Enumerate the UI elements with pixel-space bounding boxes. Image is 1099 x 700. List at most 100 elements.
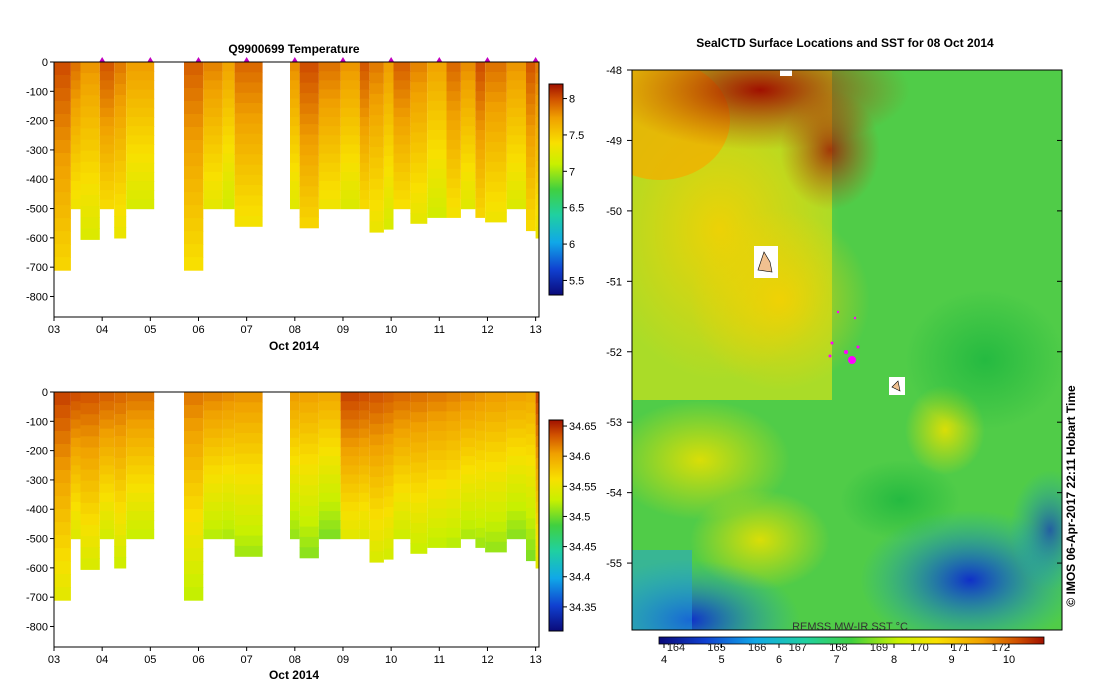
profile-cell [299, 464, 319, 476]
profile-cell [340, 511, 360, 521]
lat-tick-label: -48 [606, 65, 622, 77]
profile-cell [299, 505, 319, 517]
profile-cell [234, 62, 263, 73]
profile-cell [234, 504, 263, 516]
profile-cell [446, 479, 461, 490]
profile-cell [126, 117, 155, 127]
profile-cell [506, 392, 526, 402]
profile-cell [446, 100, 461, 112]
profile-cell [427, 411, 447, 422]
profile-cell [54, 218, 71, 232]
profile-cell [80, 172, 100, 185]
profile-cell [410, 142, 428, 154]
profile-cell [359, 190, 370, 200]
profile-cell [70, 135, 81, 146]
profile-cell [70, 162, 81, 173]
lat-tick-label: -52 [606, 347, 622, 359]
profile-cell [70, 529, 81, 540]
profile-cell [535, 193, 539, 206]
profile-cell [234, 205, 263, 217]
profile-cell [80, 117, 100, 130]
profile-cell [461, 447, 476, 457]
x-tick-label: 12 [481, 654, 493, 666]
profile-cell [290, 190, 300, 200]
profile-cell [184, 574, 204, 588]
profile-cell [383, 62, 394, 73]
profile-cell [222, 428, 235, 439]
profile-cell [70, 410, 81, 421]
profile-cell [222, 62, 235, 72]
profile-cell [234, 133, 263, 145]
profile-cell [222, 483, 235, 494]
profile-cell [475, 120, 485, 131]
profile-cell [383, 208, 394, 220]
profile-cell [475, 81, 485, 92]
y-tick-label: -600 [26, 233, 48, 245]
profile-cell [290, 410, 300, 421]
profile-cell [446, 450, 461, 461]
profile-cell [359, 98, 370, 109]
profile-cell [410, 213, 428, 224]
profile-cell [427, 489, 447, 500]
profile-cell [485, 211, 507, 223]
profile-cell [526, 114, 536, 126]
profile-cell [318, 80, 341, 91]
profile-cell [340, 520, 360, 530]
profile-cell [54, 192, 71, 206]
profile-cell [318, 419, 341, 430]
profile-cell [535, 160, 539, 173]
profile-cell [383, 433, 394, 445]
profile-cell [526, 83, 536, 95]
x-tick-label: 04 [96, 324, 108, 336]
sst-celsius-tick-label: 6 [776, 654, 782, 666]
colorbar-tick-label: 34.35 [569, 602, 597, 614]
lat-tick-label: -54 [606, 488, 622, 500]
profile-cell [485, 402, 507, 413]
profile-cell [203, 117, 223, 127]
lat-tick-label: -53 [606, 417, 622, 429]
profile-cell [318, 529, 341, 540]
profile-cell [410, 92, 428, 103]
profile-cell [535, 215, 539, 228]
profile-cell [80, 139, 100, 152]
profile-cell [526, 72, 536, 84]
profile-cell [299, 62, 319, 73]
profile-cell [80, 469, 100, 482]
temperature-y-ticks: 0 -100 -200 -300 -400 -500 -600 -700 -800 [26, 57, 54, 303]
profile-cell [383, 423, 394, 435]
profile-cell [446, 508, 461, 519]
sst-longitude-tick-label: 169 [870, 642, 888, 654]
profile-cell [340, 62, 360, 72]
profile-cell [234, 422, 263, 434]
profile-cell [222, 89, 235, 100]
profile-cell [299, 217, 319, 229]
profile-marker [532, 57, 539, 62]
profile-cell [427, 421, 447, 432]
profile-cell [54, 179, 71, 193]
profile-cell [184, 244, 204, 258]
profile-cell [340, 410, 360, 421]
profile-markers [99, 57, 539, 62]
profile-cell [369, 83, 384, 95]
profile-cell [299, 113, 319, 125]
profile-cell [475, 159, 485, 170]
profile-cell [461, 501, 476, 512]
profile-cell [80, 447, 100, 460]
profile-cell [485, 111, 507, 123]
profile-cell [526, 209, 536, 221]
profile-cell [359, 144, 370, 155]
colorbar-tick-label: 34.55 [569, 481, 597, 493]
profile-cell [475, 197, 485, 209]
profile-cell [290, 428, 300, 439]
profile-cell [54, 88, 71, 102]
profile-cell [526, 476, 536, 488]
salinity-y-ticks: 0 -100 -200 -300 -400 -500 -600 -700 -800 [26, 387, 54, 633]
profile-cell [318, 181, 341, 191]
profile-cell [506, 401, 526, 411]
profile-cell [526, 423, 536, 435]
profile-cell [427, 149, 447, 160]
profile-cell [222, 529, 235, 540]
profile-cell [126, 501, 155, 512]
profile-cell [526, 146, 536, 158]
profile-cell [369, 221, 384, 233]
